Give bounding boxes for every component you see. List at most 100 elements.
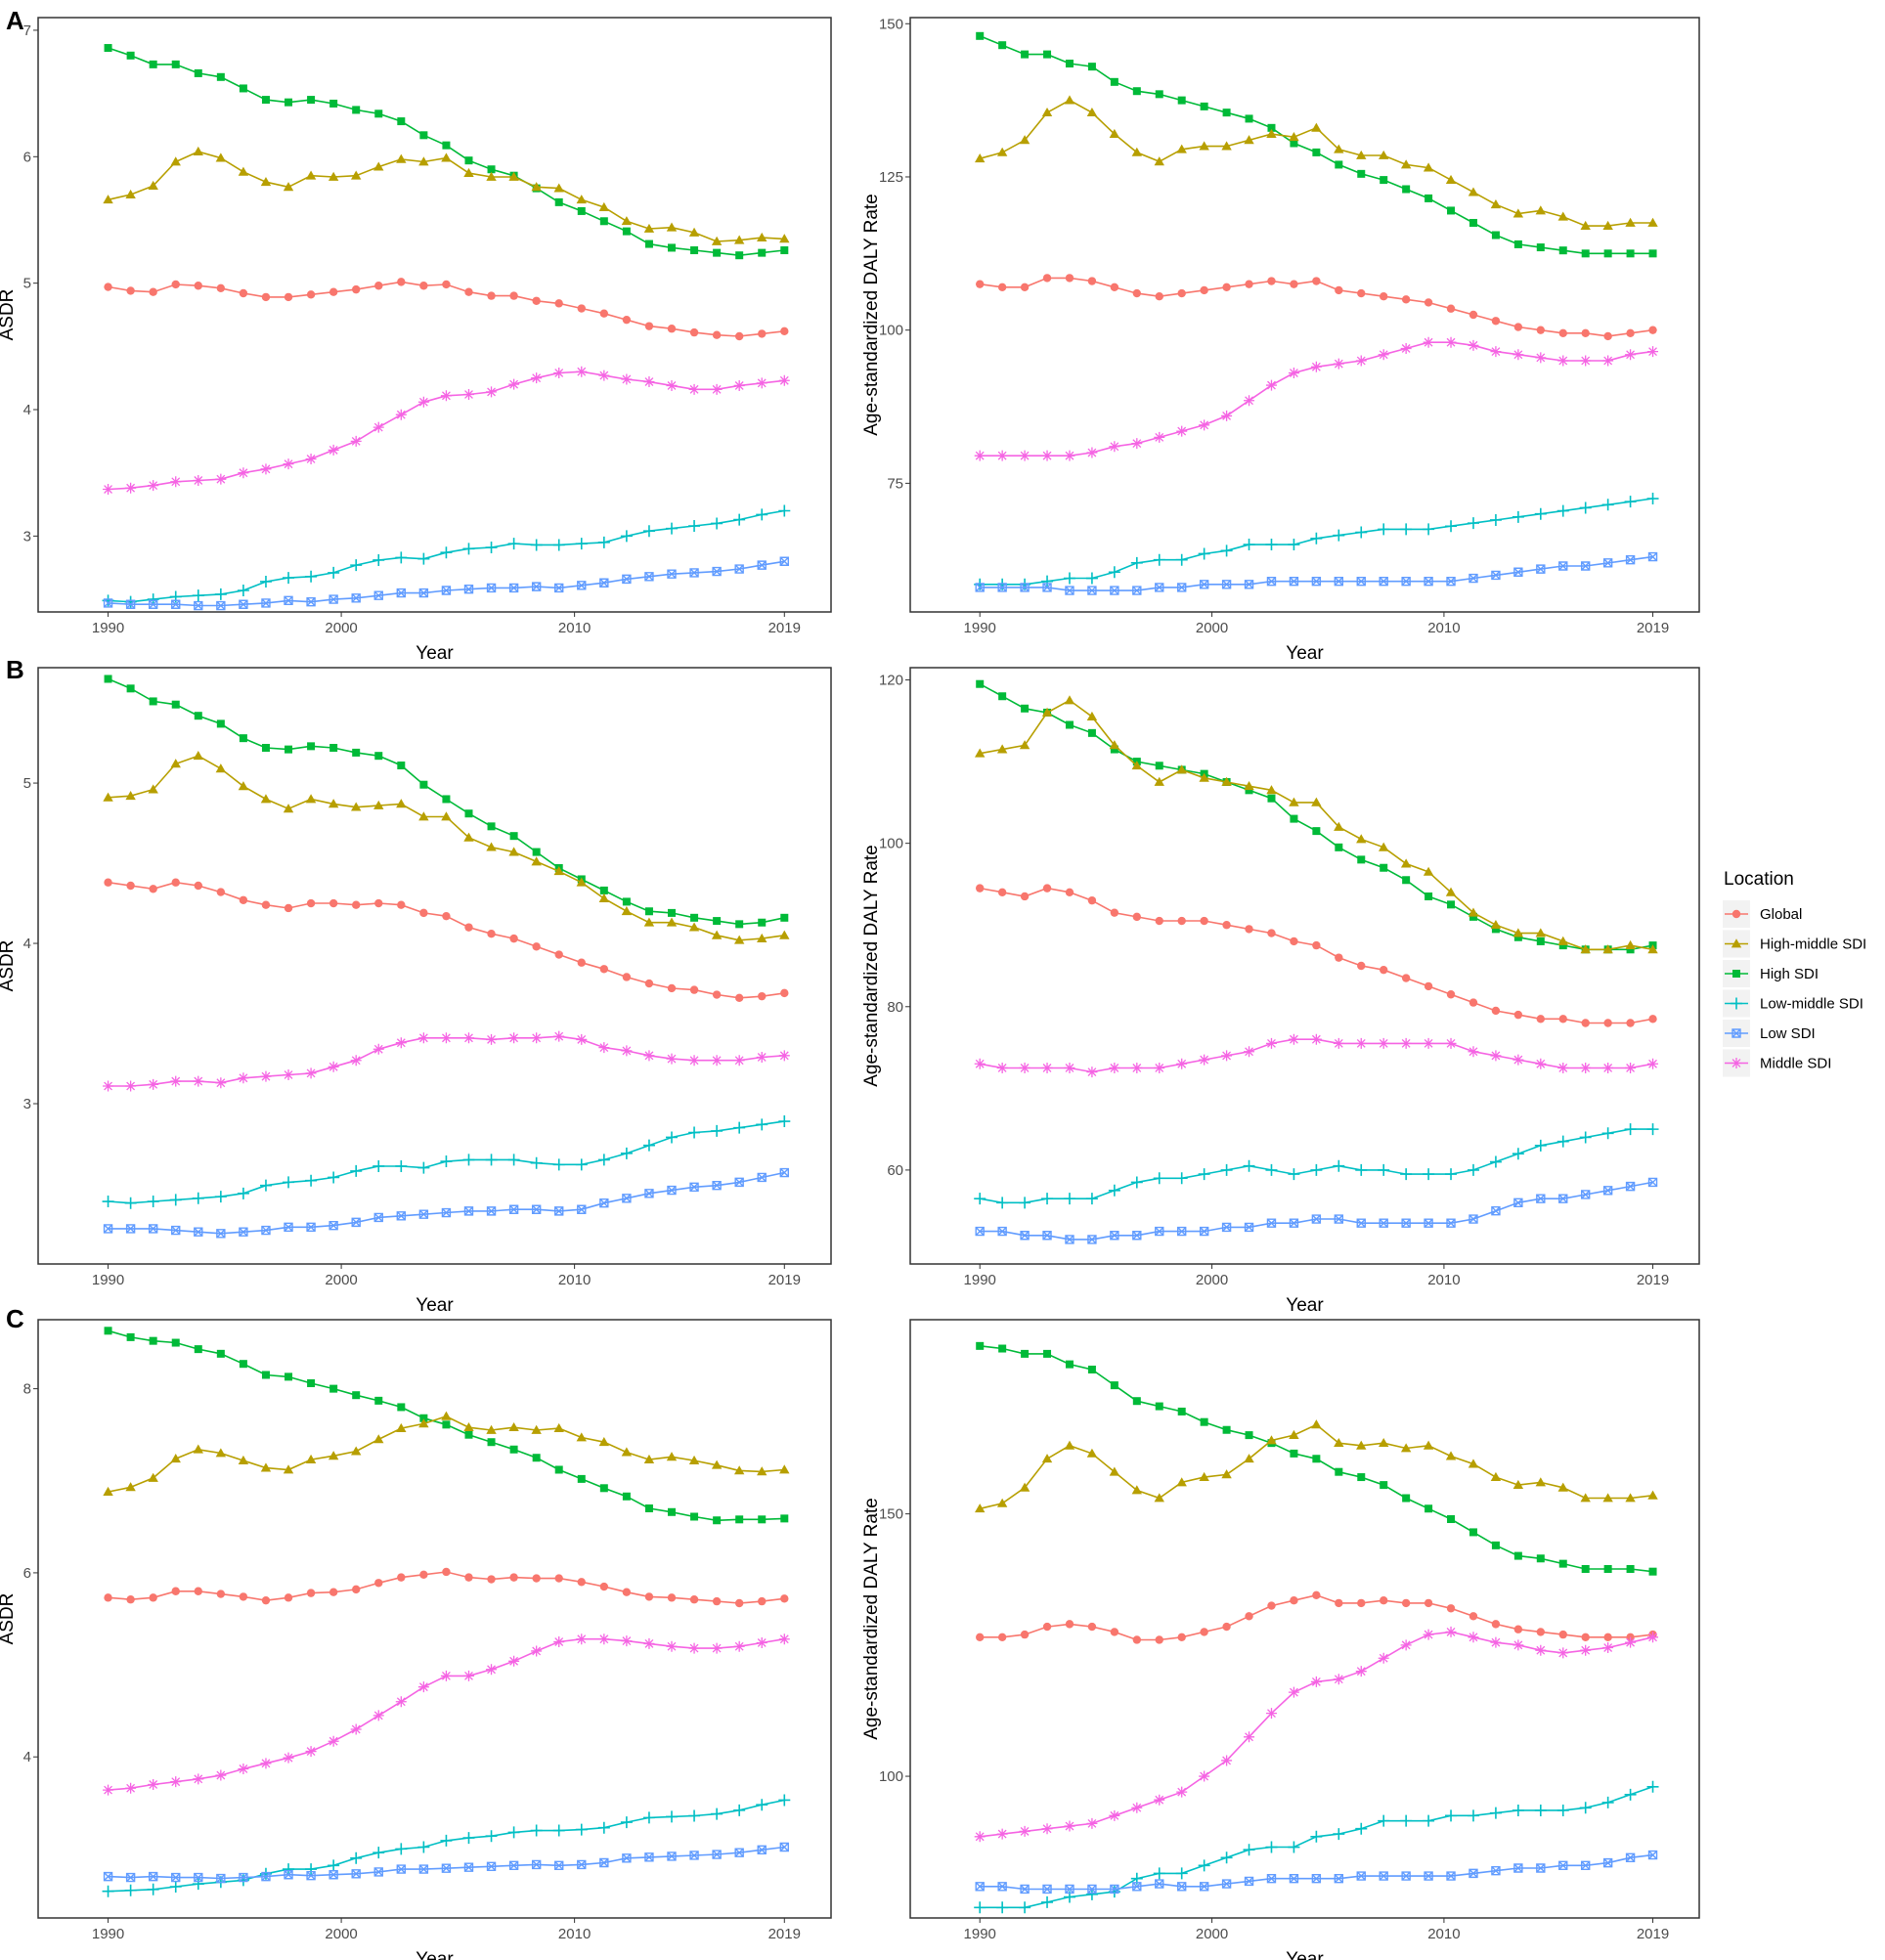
- data-point: [1244, 1454, 1254, 1463]
- data-point: [711, 930, 723, 939]
- data-point: [758, 248, 767, 257]
- data-point: [1132, 586, 1142, 595]
- data-point: [1424, 1871, 1433, 1881]
- data-point: [192, 1878, 204, 1891]
- data-point: [1513, 1010, 1523, 1020]
- data-point: [1065, 586, 1074, 595]
- data-point: [1333, 1159, 1345, 1172]
- data-point: [374, 898, 383, 908]
- data-point: [1198, 547, 1210, 560]
- data-point: [1400, 159, 1412, 169]
- data-point: [688, 520, 701, 533]
- data-point: [306, 1589, 316, 1597]
- data-point: [1176, 425, 1188, 437]
- data-point: [1132, 288, 1142, 298]
- data-point: [1288, 539, 1300, 551]
- data-point: [1557, 211, 1568, 221]
- data-point: [329, 898, 338, 908]
- data-point: [1445, 1626, 1457, 1637]
- data-point: [125, 1224, 136, 1234]
- data-point: [1019, 1825, 1030, 1837]
- data-point: [1513, 567, 1523, 577]
- data-point: [1266, 576, 1277, 587]
- data-point: [1200, 102, 1208, 110]
- data-point: [1557, 1482, 1568, 1492]
- data-point: [1311, 576, 1322, 587]
- data-point: [283, 1176, 295, 1189]
- y-tick-label: 5: [23, 276, 31, 292]
- data-point: [576, 195, 587, 204]
- data-point: [148, 1078, 159, 1090]
- data-point: [1176, 1477, 1187, 1487]
- data-point: [1445, 174, 1457, 185]
- data-point: [373, 1212, 383, 1223]
- data-point: [598, 370, 610, 381]
- data-point: [756, 1799, 768, 1811]
- data-point: [622, 1194, 632, 1203]
- x-tick-label: 2010: [1427, 620, 1460, 636]
- data-point: [1266, 128, 1277, 138]
- data-point: [1310, 532, 1323, 544]
- data-point: [1536, 1194, 1546, 1203]
- data-point: [552, 539, 565, 551]
- data-point: [1467, 517, 1479, 530]
- data-point: [171, 60, 180, 68]
- data-point: [1380, 176, 1388, 185]
- data-point: [666, 917, 678, 927]
- data-point: [1447, 900, 1456, 909]
- data-point: [1065, 720, 1074, 729]
- data-point: [1355, 355, 1367, 367]
- data-point: [976, 679, 985, 688]
- x-tick-label: 2019: [768, 620, 801, 636]
- data-point: [1312, 1455, 1321, 1463]
- data-point: [508, 1032, 520, 1044]
- data-point: [397, 900, 406, 909]
- data-point: [1626, 945, 1635, 954]
- data-point: [395, 409, 407, 420]
- x-tick-label: 2010: [558, 1926, 591, 1942]
- data-point: [643, 917, 655, 927]
- data-point: [996, 1498, 1008, 1507]
- data-point: [306, 1222, 316, 1232]
- panel-b-left: 1990 2000 2010 2019 3 4 5 Year ASDR: [0, 667, 832, 1316]
- data-point: [417, 1841, 430, 1853]
- data-point: [373, 161, 384, 171]
- data-point: [734, 564, 744, 574]
- data-point: [1380, 965, 1388, 975]
- data-point: [974, 1901, 986, 1914]
- data-point: [260, 176, 272, 187]
- data-point: [1200, 916, 1208, 926]
- data-point: [216, 1873, 226, 1884]
- data-point: [778, 374, 790, 386]
- data-point: [1469, 1214, 1478, 1224]
- data-point: [1512, 1639, 1524, 1651]
- data-point: [998, 1344, 1007, 1353]
- data-point: [418, 156, 429, 166]
- data-point: [1536, 564, 1546, 574]
- data-point: [642, 1811, 655, 1824]
- data-point: [666, 222, 678, 232]
- data-point: [643, 376, 655, 388]
- data-point: [1019, 1482, 1030, 1492]
- data-point: [976, 1633, 985, 1641]
- data-point: [1536, 1554, 1545, 1563]
- data-point: [1647, 1850, 1658, 1860]
- data-point: [239, 599, 248, 609]
- data-point: [1400, 1639, 1412, 1651]
- data-point: [1489, 1155, 1502, 1168]
- data-point: [1536, 243, 1545, 252]
- data-point: [486, 171, 497, 181]
- data-point: [621, 906, 633, 916]
- data-point: [690, 1512, 699, 1521]
- data-point: [418, 1418, 429, 1428]
- x-axis-title: Year: [416, 1295, 454, 1316]
- legend-label: Low-middle SDI: [1760, 996, 1863, 1013]
- data-point: [779, 1842, 789, 1852]
- data-point: [689, 568, 699, 578]
- data-point: [1400, 1037, 1412, 1049]
- data-point: [1199, 1226, 1209, 1237]
- data-point: [350, 802, 362, 811]
- data-point: [1312, 148, 1321, 156]
- data-point: [193, 1773, 204, 1785]
- data-point: [688, 227, 700, 237]
